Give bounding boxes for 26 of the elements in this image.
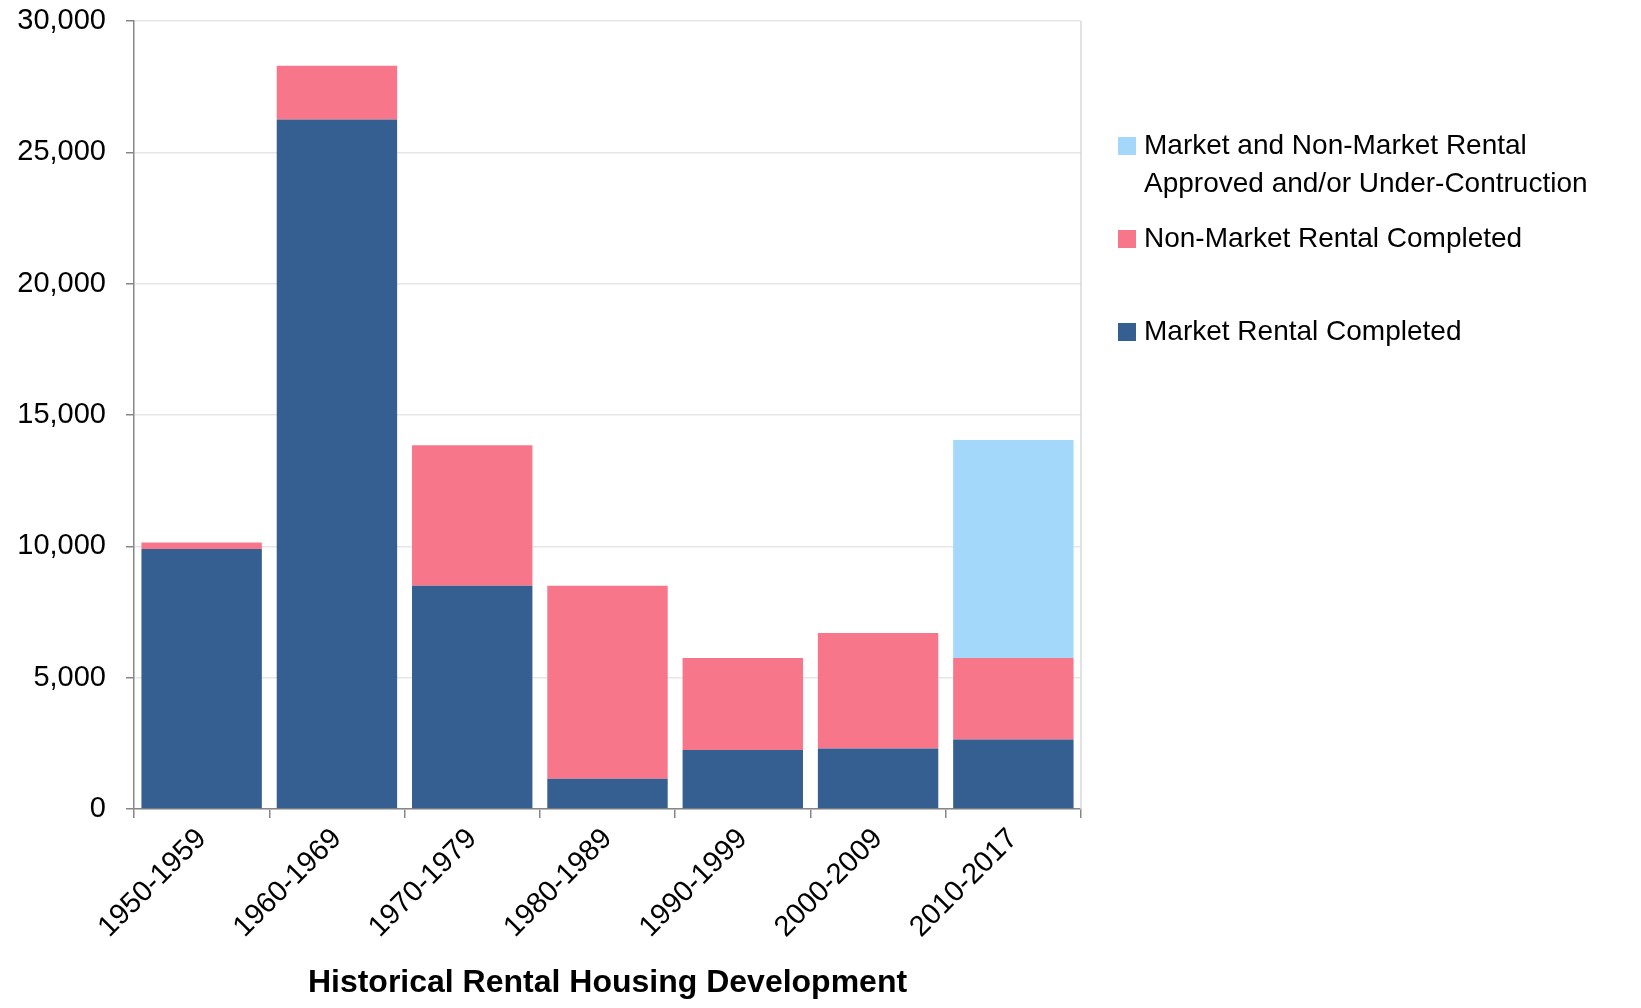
y-tick-label: 0 (89, 791, 106, 823)
bar (547, 778, 668, 809)
legend-label: Non-Market Rental Completed (1144, 221, 1523, 253)
bar (817, 748, 939, 809)
bar (953, 439, 1074, 658)
y-tick-label: 30,000 (17, 3, 106, 35)
y-tick-label: 15,000 (17, 397, 106, 429)
y-tick-label: 20,000 (17, 265, 106, 298)
y-tick-label: 5,000 (33, 659, 106, 692)
bar (682, 749, 803, 809)
bar (276, 119, 398, 809)
x-axis-title: Historical Rental Housing Development (307, 962, 908, 999)
bar (141, 548, 262, 809)
bar (682, 657, 803, 750)
bar (276, 65, 398, 120)
bar (953, 657, 1074, 740)
bar (412, 585, 533, 809)
bar (412, 445, 533, 586)
bar (817, 633, 939, 749)
bar (547, 585, 668, 779)
bar (953, 739, 1074, 809)
legend-label: Market and Non-Market Rental Approved and/or Under-Contruction (1144, 128, 1588, 198)
bar (141, 542, 262, 549)
y-tick-label: 25,000 (17, 134, 106, 167)
legend-label: Market Rental Completed (1144, 314, 1462, 346)
y-tick-label: 10,000 (17, 528, 106, 561)
